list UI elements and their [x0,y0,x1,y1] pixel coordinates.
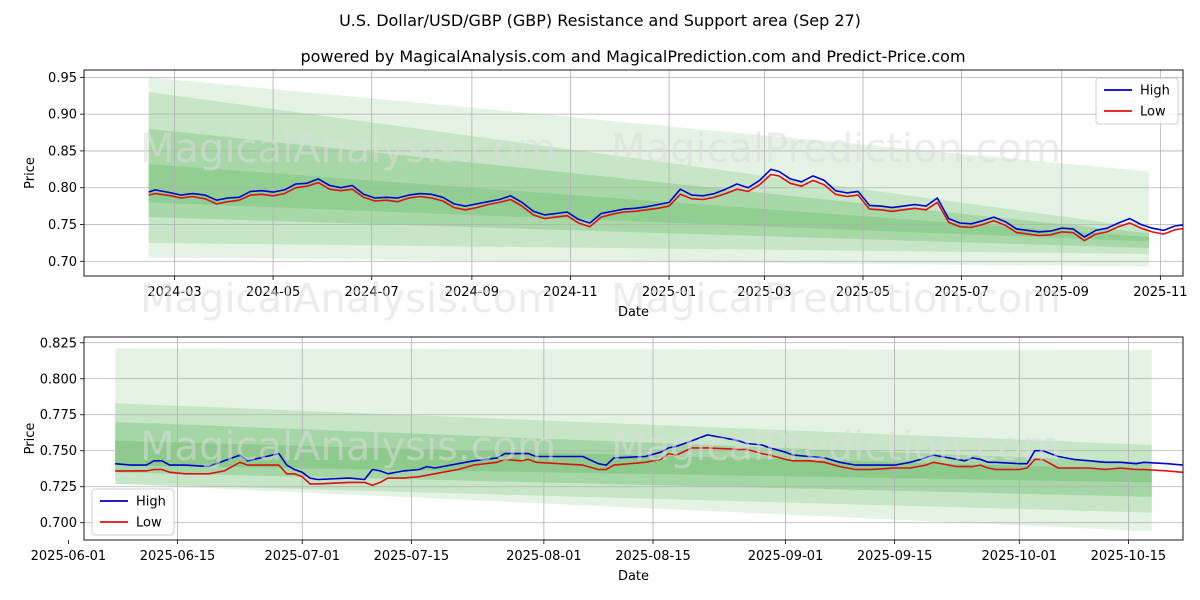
x-tick-label: 2025-05 [836,285,890,300]
watermark-analysis: MagicalAnalysis.com [140,126,556,172]
legend-label-low: Low [136,516,162,531]
y-tick-label: 0.775 [40,408,77,423]
x-tick-label: 2025-10-01 [982,549,1058,564]
plot-area [84,70,1183,276]
y-tick-label: 0.750 [40,444,77,459]
y-tick-label: 0.75 [48,218,77,233]
x-tick-label: 2025-06-01 [31,549,107,564]
legend: High Low [1095,77,1179,125]
y-tick-label: 0.70 [48,255,77,270]
x-tick-label: 2025-11 [1133,285,1187,300]
x-tick-label: 2024-05 [246,285,300,300]
x-tick-label: 2025-07-15 [374,549,450,564]
watermark: MagicalAnalysis.com MagicalPrediction.com [140,424,1061,470]
y-tick-label: 0.80 [48,181,77,196]
chart-title: U.S. Dollar/USD/GBP (GBP) Resistance and… [339,11,861,30]
x-axis-label: Date [618,569,649,584]
watermark-analysis: MagicalAnalysis.com [140,276,556,322]
watermark: MagicalAnalysis.com MagicalPrediction.com [140,276,1061,322]
legend-label-high: High [1140,84,1170,99]
bottom-chart-panel: 2025-06-01 2025-06-15 2025-07-01 2025-07-15… [23,336,1184,584]
x-tick-label: 2025-06-15 [140,549,216,564]
series-low-line [115,447,1183,487]
x-tick-label: 2025-09 [1035,285,1089,300]
y-tick-label: 0.825 [40,336,77,351]
x-tick-label: 2025-07 [934,285,988,300]
x-tick-label: 2025-09-01 [748,549,824,564]
watermark-prediction: MagicalPrediction.com [611,126,1061,172]
x-tick-label: 2025-08-01 [506,549,582,564]
x-tick-label: 2025-07-01 [264,549,340,564]
watermark: MagicalAnalysis.com MagicalPrediction.com [140,126,1061,172]
support-resistance-band-1 [148,77,1150,267]
x-tick-label: 2025-03 [737,285,791,300]
series-high-line [148,168,1183,238]
legend: High Low [91,488,175,536]
x-tick-label: 2024-11 [543,285,597,300]
legend-label-low: Low [1140,105,1166,120]
y-tick-label: 0.95 [48,71,77,86]
watermark-prediction: MagicalPrediction.com [611,424,1061,470]
plot-area [84,337,1183,540]
support-resistance-band-3 [115,421,1152,497]
y-tick-label: 0.90 [48,108,77,123]
legend-label-high: High [136,495,166,510]
series-high-line [115,434,1183,481]
x-tick-label: 2025-09-15 [857,549,933,564]
x-tick-label: 2025-01 [642,285,696,300]
y-axis-label: Price [23,157,38,189]
x-axis-label: Date [618,305,649,320]
watermark-analysis: MagicalAnalysis.com [140,424,556,470]
support-resistance-band-1 [115,348,1152,532]
support-resistance-band-4 [148,164,1150,242]
y-tick-label: 0.725 [40,480,77,495]
support-resistance-band-3 [148,128,1150,249]
x-tick-label: 2024-07 [345,285,399,300]
x-tick-label: 2025-10-15 [1091,549,1167,564]
series-low-line [148,173,1183,242]
y-axis-label: Price [23,423,38,455]
support-resistance-band-2 [148,92,1150,254]
axes-frame [83,336,1184,541]
watermark-prediction: MagicalPrediction.com [611,276,1061,322]
y-tick-label: 0.85 [48,144,77,159]
y-tick-label: 0.700 [40,516,77,531]
chart-subtitle: powered by MagicalAnalysis.com and Magic… [300,47,965,66]
top-chart-panel: 2024-03 2024-05 2024-07 2024-09 2024-11 2025-… [23,69,1188,322]
x-tick-label: 2025-08-15 [615,549,691,564]
axes-frame [83,69,1184,277]
x-tick-label: 2024-09 [445,285,499,300]
x-tick-label: 2024-03 [147,285,201,300]
y-tick-label: 0.800 [40,372,77,387]
